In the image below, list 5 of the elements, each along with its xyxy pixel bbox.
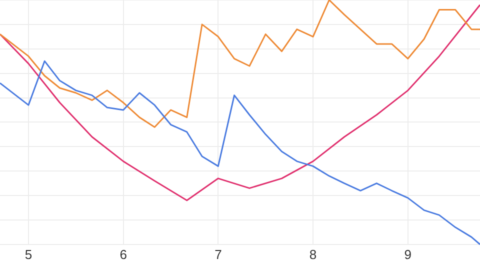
- x-tick-label: 9: [404, 246, 412, 262]
- x-tick-label: 6: [120, 246, 127, 262]
- x-tick-label: 7: [214, 246, 222, 262]
- x-tick-label: 5: [24, 246, 32, 262]
- x-tick-label: 8: [309, 246, 317, 262]
